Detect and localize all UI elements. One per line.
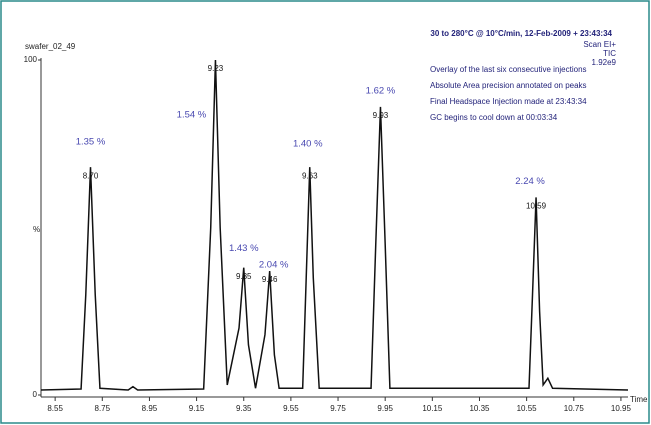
note: Final Headspace Injection made at 23:43:… (430, 97, 587, 106)
x-tick-label: 8.55 (47, 404, 63, 413)
x-tick-label: 10.55 (517, 404, 538, 413)
trace (40, 59, 629, 391)
x-tick-label: 9.95 (377, 404, 393, 413)
x-tick-label: 9.55 (283, 404, 299, 413)
precision-label: 1.43 % (229, 243, 259, 254)
precision-label: 1.40 % (293, 139, 323, 150)
method: 30 to 280°C @ 10°C/min, 12-Feb-2009 + 23… (430, 29, 612, 38)
x-tick-label: 8.75 (95, 404, 111, 413)
x-tick-label: 9.75 (330, 404, 346, 413)
y-tick-label: 100 (24, 55, 38, 64)
y-axis-label: % (33, 225, 40, 234)
precision-label: 1.62 % (366, 85, 396, 96)
peak-label: 9.35 (236, 272, 252, 281)
precision-label: 2.24 % (515, 176, 545, 187)
x-tick-label: 10.35 (469, 404, 490, 413)
peak-label: 9.93 (373, 111, 389, 120)
detector-info: TIC (603, 49, 616, 58)
note: Overlay of the last six consecutive inje… (430, 65, 587, 74)
peak-label: 10.59 (526, 201, 547, 210)
precision-label: 1.35 % (76, 137, 106, 148)
peak-label: 9.63 (302, 171, 318, 180)
x-tick-label: 10.95 (611, 404, 632, 413)
x-tick-label: 9.15 (189, 404, 205, 413)
x-tick-label: 10.15 (422, 404, 443, 413)
peak-label: 8.70 (83, 171, 99, 180)
x-axis-label: Time (630, 395, 648, 404)
note: GC begins to cool down at 00:03:34 (430, 113, 558, 122)
x-tick-label: 8.95 (142, 404, 158, 413)
precision-label: 1.54 % (177, 110, 207, 121)
detector-info: 1.92e9 (592, 58, 617, 67)
sample-name: swafer_02_49 (25, 42, 76, 51)
peak-label: 9.23 (208, 64, 224, 73)
precision-label: 2.04 % (259, 260, 289, 271)
x-tick-label: 10.75 (564, 404, 585, 413)
x-tick-label: 9.35 (236, 404, 252, 413)
detector-info: Scan EI+ (583, 40, 616, 49)
y-tick-label: 0 (33, 390, 38, 399)
note: Absolute Area precision annotated on pea… (430, 81, 587, 90)
peak-label: 9.46 (262, 275, 278, 284)
